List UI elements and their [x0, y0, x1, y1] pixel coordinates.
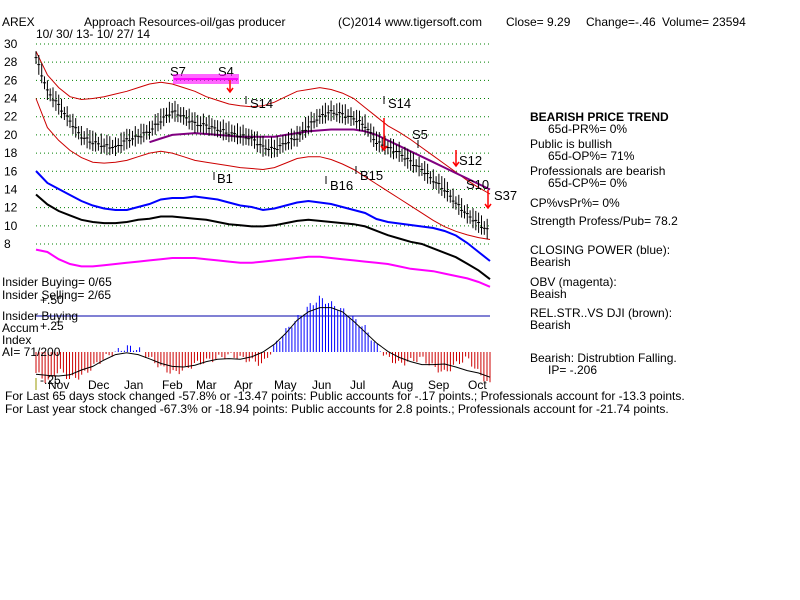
change-value: Change=-.46: [586, 15, 656, 29]
month-axis: Nov Dec Jan Feb Mar Apr May Jun Jul Aug Sep Oct: [35, 378, 487, 392]
price-axis-ticks: 30 28 26 24 22 20 18 16 14 12 10 8: [4, 37, 18, 251]
accumulation-index: +.50+.25-.25: [35, 293, 491, 387]
price-tick-14: 14: [4, 182, 18, 196]
price-tick-8: 8: [4, 237, 11, 251]
insider-buying-label: Insider Buying: [2, 309, 78, 323]
panel-line-16: IP= -.206: [548, 363, 597, 377]
panel-line-2: 65d-PR%= 0%: [548, 122, 627, 136]
indicator-lines: [35, 170, 491, 317]
signal-s10: S10: [466, 177, 489, 192]
panel-line-1: BEARISH PRICE TREND: [530, 110, 669, 124]
company-name: Approach Resources-oil/gas producer: [84, 15, 285, 29]
sell-arrow-head: [452, 161, 460, 168]
price-bands: [35, 51, 491, 240]
panel-line-15: Bearish: Distrubtion Falling.: [530, 351, 677, 365]
insider-buying-count: Insider Buying= 0/65: [2, 275, 112, 289]
footer-line-2: For Last year stock changed -67.3% or -1…: [5, 402, 669, 416]
month-label-mar: Mar: [196, 378, 217, 392]
panel-line-11: OBV (magenta):: [530, 275, 617, 289]
panel-line-6: 65d-CP%= 0%: [548, 176, 627, 190]
signal-b15: B15: [360, 168, 383, 183]
month-label-may: May: [274, 378, 297, 392]
price-tick-16: 16: [4, 164, 18, 178]
copyright: (C)2014 www.tigersoft.com: [338, 15, 482, 29]
moving-average-line: [149, 128, 491, 191]
price-tick-12: 12: [4, 201, 18, 215]
panel-line-10: Bearish: [530, 255, 571, 269]
relstr-line: [35, 193, 491, 280]
upper-band-line: [35, 51, 491, 195]
panel-line-9: CLOSING POWER (blue):: [530, 243, 670, 257]
price-tick-30: 30: [4, 37, 18, 51]
month-label-jan: Jan: [124, 378, 143, 392]
accum-tick-plus25: +.25: [40, 319, 64, 333]
price-tick-20: 20: [4, 128, 18, 142]
price-tick-18: 18: [4, 146, 18, 160]
sell-arrow-head: [226, 87, 234, 94]
month-label-sep: Sep: [428, 378, 450, 392]
obv-line: [35, 248, 491, 288]
month-label-apr: Apr: [234, 378, 253, 392]
volume-value: Volume= 23594: [662, 15, 746, 29]
price-tick-22: 22: [4, 110, 18, 124]
footer-line-1: For Last 65 days stock changed -57.8% or…: [5, 389, 685, 403]
panel-line-12: Beaish: [530, 287, 567, 301]
month-label-jul: Jul: [350, 378, 365, 392]
signal-s12: S12: [459, 153, 482, 168]
accum-label: Accum: [2, 321, 39, 335]
sell-arrow-head: [484, 203, 492, 210]
signal-s14: S14: [250, 96, 273, 111]
lower-band-line: [35, 98, 491, 240]
panel-line-13: REL.STR..VS DJI (brown):: [530, 306, 672, 320]
date-range: 10/ 30/ 13- 10/ 27/ 14: [36, 27, 150, 41]
accum-average-line: [35, 307, 491, 378]
price-tick-24: 24: [4, 92, 18, 106]
month-label-feb: Feb: [162, 378, 183, 392]
panel-line-3: Public is bullish: [530, 137, 612, 151]
month-label-jun: Jun: [312, 378, 331, 392]
signal-b1: B1: [217, 171, 233, 186]
signal-s14: S14: [388, 96, 411, 111]
signal-s37: S37: [494, 188, 517, 203]
accum-tick-plus50: +.50: [40, 293, 64, 307]
sell-arrow-head: [380, 145, 388, 152]
month-label-aug: Aug: [392, 378, 413, 392]
panel-line-14: Bearish: [530, 318, 571, 332]
panel-line-4: 65d-OP%= 71%: [548, 149, 635, 163]
price-candles: [34, 51, 489, 240]
signal-s5: S5: [412, 127, 428, 142]
price-tick-10: 10: [4, 219, 18, 233]
panel-line-8: Strength Profess/Pub= 78.2: [530, 214, 678, 228]
panel-line-7: CP%vsPr%= 0%: [530, 196, 620, 210]
closing-power-line: [35, 170, 491, 262]
panel-line-5: Professionals are bearish: [530, 164, 665, 178]
ticker: AREX: [2, 15, 35, 29]
ai-label: AI= 71/200: [2, 345, 61, 359]
close-value: Close= 9.29: [506, 15, 571, 29]
month-label-nov: Nov: [48, 378, 69, 392]
signal-b16: B16: [330, 178, 353, 193]
month-label-dec: Dec: [88, 378, 109, 392]
price-tick-26: 26: [4, 73, 18, 87]
index-label: Index: [2, 333, 31, 347]
month-label-oct: Oct: [468, 378, 487, 392]
insider-selling-count: Insider Selling= 2/65: [2, 288, 111, 302]
price-tick-28: 28: [4, 55, 18, 69]
